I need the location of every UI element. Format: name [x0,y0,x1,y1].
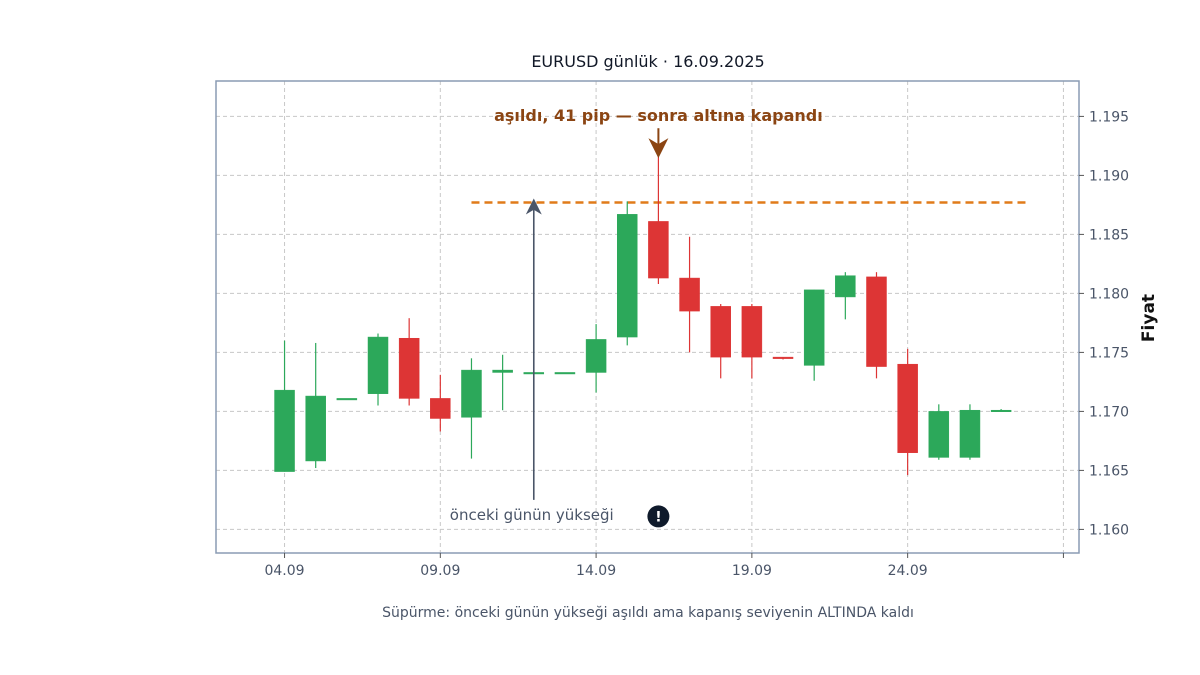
candle [336,398,358,401]
annotation-sweep-text: aşıldı, 41 pip — sonra altına kapandı [494,106,823,125]
warning-marker-icon: ! [647,505,670,528]
x-tick-label: 14.09 [576,563,616,579]
x-tick-label: 04.09 [264,563,304,579]
candle-body [585,339,607,373]
candle-body [398,337,420,399]
x-tick-label: 24.09 [888,563,928,579]
candle-body [554,372,576,375]
x-axis: 04.09 09.09 14.09 19.09 24.09 [264,553,1064,579]
candle [679,236,700,353]
candle-body [897,363,918,453]
y-tick-label: 1.195 [1089,109,1129,125]
candle [959,404,981,460]
candle-body [866,276,887,367]
chart-caption: Süpürme: önceki günün yükseği aşıldı ama… [382,605,914,621]
y-tick-label: 1.175 [1089,345,1129,361]
y-tick-label: 1.165 [1089,463,1129,479]
candle-body [305,395,326,462]
chart-title: EURUSD günlük · 16.09.2025 [531,52,764,71]
candle [554,372,576,375]
grid [216,81,1079,553]
candle [585,324,607,393]
candle [710,304,731,379]
candle-body [367,336,389,394]
y-tick-label: 1.180 [1089,286,1129,302]
candle [928,404,950,460]
candle-body [274,389,295,472]
candle-body [336,398,358,401]
candle [430,374,451,432]
candle [616,201,638,346]
candle-body [959,409,981,458]
x-tick-label: 19.09 [732,563,772,579]
y-tick-label: 1.185 [1089,227,1129,243]
candle-body [461,369,482,418]
candle-body [430,398,451,419]
y-tick-label: 1.160 [1089,522,1129,538]
candle-body [803,289,825,366]
candle [866,272,887,379]
candle [461,358,482,459]
candle [990,409,1012,412]
candle [772,356,794,360]
y-tick-label: 1.190 [1089,168,1129,184]
y-tick-label: 1.170 [1089,404,1129,420]
candle-body [616,214,638,338]
candle-body [990,409,1012,412]
candle [897,348,918,476]
candle-body [772,356,794,359]
candle-body [928,411,950,458]
candle [835,272,856,320]
y-axis-label: Fiyat [1139,294,1159,342]
candle-body [492,369,513,373]
plot-frame [215,80,1080,554]
candle [274,340,295,472]
candle [305,342,326,469]
candle [741,304,763,379]
candle-body [741,306,763,358]
x-tick-label: 09.09 [420,563,460,579]
annotations: aşıldı, 41 pip — sonra altına kapandı önc… [450,106,823,528]
candle-body [648,221,669,279]
y-axis: 1.160 1.165 1.170 1.175 1.180 1.185 1.190 1.195 [1079,109,1129,538]
candle [398,318,420,406]
candle-body [710,306,731,358]
candle-body [835,275,856,298]
warning-marker-symbol: ! [655,509,661,525]
annotation-prev-high-text: önceki günün yükseği [450,506,614,524]
candle [648,154,669,284]
candles [274,154,1012,476]
warning-marker-circle [647,505,670,528]
candle-body [679,277,700,312]
candle [492,354,513,411]
candle [367,333,389,406]
candle [803,289,825,381]
